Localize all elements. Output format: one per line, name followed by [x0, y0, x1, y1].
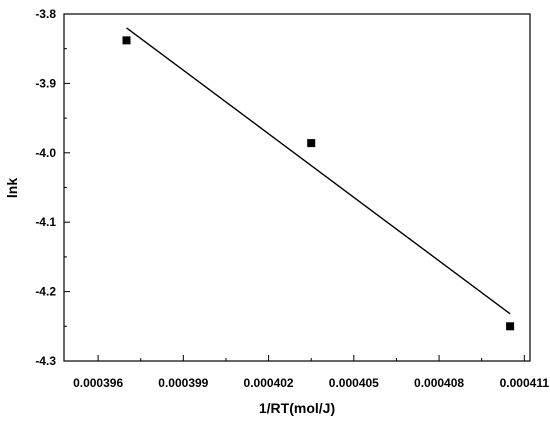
x-axis-title: 1/RT(mol/J)	[259, 400, 335, 416]
data-point	[506, 322, 515, 331]
y-tick-label: -3.8	[35, 7, 56, 21]
y-axis-title: lnk	[4, 178, 20, 198]
y-tick-label: -3.9	[35, 76, 56, 90]
x-tick-label: 0.000411	[500, 376, 550, 390]
x-axis-ticks: 0.000396 0.000399 0.000402 0.000405 0.000408…	[73, 355, 549, 390]
y-tick-label: -4.2	[35, 285, 56, 299]
y-axis-ticks: -4.3 -4.2 -4.1 -4.0 -3.9 -3.8	[35, 7, 70, 368]
data-layer	[122, 27, 515, 331]
x-tick-label: 0.000396	[73, 376, 123, 390]
x-tick-label: 0.000399	[158, 376, 208, 390]
fit-line	[126, 27, 511, 315]
data-point	[122, 36, 131, 45]
data-point	[307, 139, 316, 148]
x-tick-label: 0.000402	[244, 376, 294, 390]
y-tick-label: -4.1	[35, 215, 56, 229]
y-tick-label: -4.0	[35, 146, 56, 160]
plot-frame	[63, 13, 531, 362]
x-tick-label: 0.000408	[414, 376, 464, 390]
x-tick-label: 0.000405	[329, 376, 379, 390]
y-tick-label: -4.3	[35, 354, 56, 368]
